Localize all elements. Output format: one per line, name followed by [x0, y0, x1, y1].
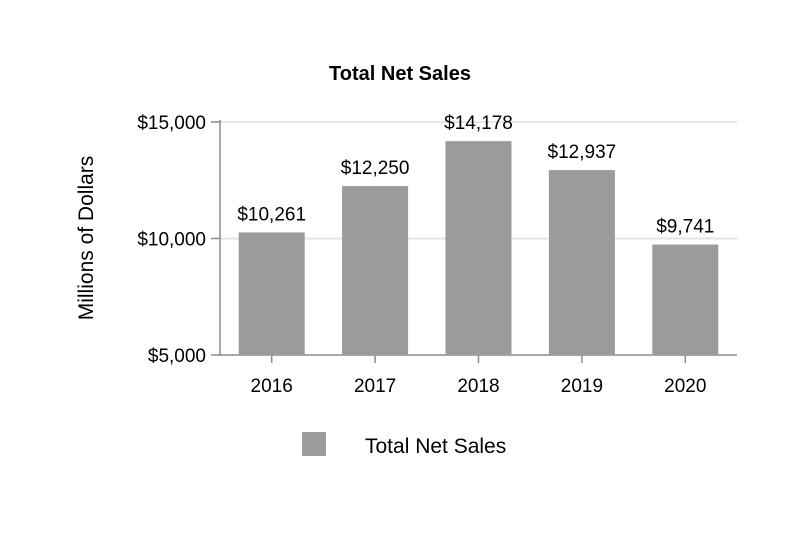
axes: $5,000 $10,000 $15,000 2016 2017 2018 2019 2020	[137, 113, 737, 397]
legend-label: Total Net Sales	[365, 435, 506, 458]
data-label: $12,250	[341, 158, 410, 179]
bar	[238, 232, 305, 355]
bar	[548, 170, 615, 355]
legend-swatch	[302, 432, 326, 456]
x-tick-label: 2018	[457, 376, 499, 397]
data-label: $10,261	[237, 204, 306, 225]
y-axis-label: Millions of Dollars	[75, 156, 98, 321]
x-tick-label: 2020	[664, 376, 706, 397]
x-tick-label: 2019	[561, 376, 603, 397]
data-label: $12,937	[548, 142, 617, 163]
y-tick-label: $10,000	[137, 230, 206, 251]
y-tick-label: $5,000	[148, 346, 206, 367]
bar	[652, 244, 719, 355]
legend: Total Net Sales	[302, 432, 506, 458]
x-tick-label: 2017	[354, 376, 396, 397]
chart-title: Total Net Sales	[329, 63, 471, 85]
x-tick-label: 2016	[251, 376, 293, 397]
y-tick-label: $15,000	[137, 113, 206, 134]
data-label: $14,178	[444, 113, 513, 134]
bar	[445, 141, 512, 355]
bar	[342, 186, 409, 355]
data-labels: $10,261 $12,250 $14,178 $12,937 $9,741	[237, 113, 714, 237]
data-label: $9,741	[656, 217, 714, 238]
bars	[238, 141, 719, 355]
